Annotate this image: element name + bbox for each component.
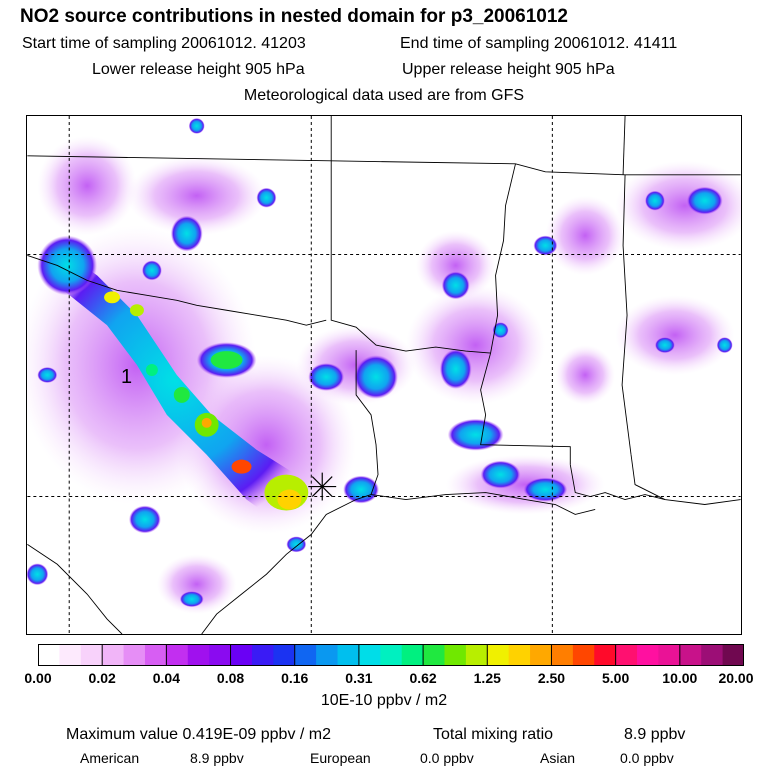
colorbar-swatch <box>679 644 702 666</box>
colorbar-swatch <box>572 644 595 666</box>
american-label: American <box>80 750 140 766</box>
lower-release-label: Lower release height 905 hPa <box>92 61 305 78</box>
colorbar-tick: 0.62 <box>409 670 437 686</box>
colorbar-swatch <box>380 644 403 666</box>
colorbar-swatch <box>465 644 488 666</box>
end-time-label: End time of sampling 20061012. 41411 <box>400 35 678 52</box>
upper-release-label: Upper release height 905 hPa <box>402 61 615 78</box>
colorbar-swatch <box>423 644 445 666</box>
maximum-value: Maximum value 0.419E-09 ppbv / m2 <box>66 726 332 743</box>
colorbar-border <box>38 644 744 666</box>
colorbar-swatch <box>123 644 146 666</box>
colorbar-swatch <box>251 644 274 666</box>
colorbar-tick: 5.00 <box>602 670 630 686</box>
colorbar-swatch <box>530 644 552 666</box>
colorbar-tick: 0.08 <box>216 670 245 686</box>
plume-hotspots <box>104 291 309 511</box>
colorbar-swatch <box>594 644 617 666</box>
colorbar-swatch <box>230 644 253 666</box>
colorbar-swatch <box>658 644 681 666</box>
colorbar-swatch <box>294 644 317 666</box>
colorbar-swatch <box>722 644 744 666</box>
european-value: 0.0 ppbv <box>420 750 474 766</box>
receptor-marker <box>308 472 337 501</box>
colorbar-swatch <box>59 644 82 666</box>
colorbar-units: 10E-10 ppbv / m2 <box>320 692 448 709</box>
colorbar-swatch <box>358 644 381 666</box>
colorbar-swatch <box>187 644 210 666</box>
total-mixing-ratio-label: Total mixing ratio <box>433 726 554 743</box>
colorbar-swatch <box>551 644 574 666</box>
asian-label: Asian <box>540 750 576 766</box>
plume-haze <box>27 135 741 615</box>
colorbar-tick: 10.00 <box>662 670 698 686</box>
colorbar-swatch <box>701 644 724 666</box>
colorbar-tick: 20.00 <box>718 670 754 686</box>
asian-value: 0.0 ppbv <box>620 750 674 766</box>
colorbar-swatch <box>444 644 467 666</box>
colorbar-swatch <box>487 644 510 666</box>
colorbar-swatch <box>166 644 189 666</box>
colorbar-swatch <box>209 644 232 666</box>
receptor-label: 1 <box>121 366 132 388</box>
colorbar-swatch <box>508 644 531 666</box>
colorbar-tick: 1.25 <box>473 670 501 686</box>
colorbar-swatch <box>316 644 339 666</box>
geographic-boundaries <box>27 116 741 634</box>
lat-lon-grid <box>27 116 741 634</box>
colorbar-swatch <box>80 644 103 666</box>
colorbar-tick: 2.50 <box>537 670 566 686</box>
european-label: European <box>310 750 371 766</box>
colorbar-swatch <box>615 644 638 666</box>
colorbar-swatch <box>102 644 125 666</box>
colorbar-swatch <box>637 644 659 666</box>
met-data-label: Meteorological data used are from GFS <box>243 87 525 104</box>
colorbar-swatch <box>337 644 360 666</box>
colorbar-tick: 0.31 <box>345 670 373 686</box>
colorbar-tick: 0.02 <box>88 670 116 686</box>
colorbar <box>38 644 744 666</box>
total-mixing-ratio-value: 8.9 ppbv <box>624 726 686 743</box>
colorbar-swatch <box>144 644 167 666</box>
colorbar-tick: 0.04 <box>152 670 180 686</box>
concentration-map: 1 <box>26 115 742 635</box>
colorbar-swatch <box>401 644 424 666</box>
colorbar-swatch <box>273 644 296 666</box>
colorbar-swatch <box>38 644 60 666</box>
start-time-label: Start time of sampling 20061012. 41203 <box>22 35 306 52</box>
chart-title: NO2 source contributions in nested domai… <box>20 6 568 27</box>
american-value: 8.9 ppbv <box>190 750 244 766</box>
colorbar-tick: 0.16 <box>281 670 309 686</box>
colorbar-tick: 0.00 <box>24 670 52 686</box>
